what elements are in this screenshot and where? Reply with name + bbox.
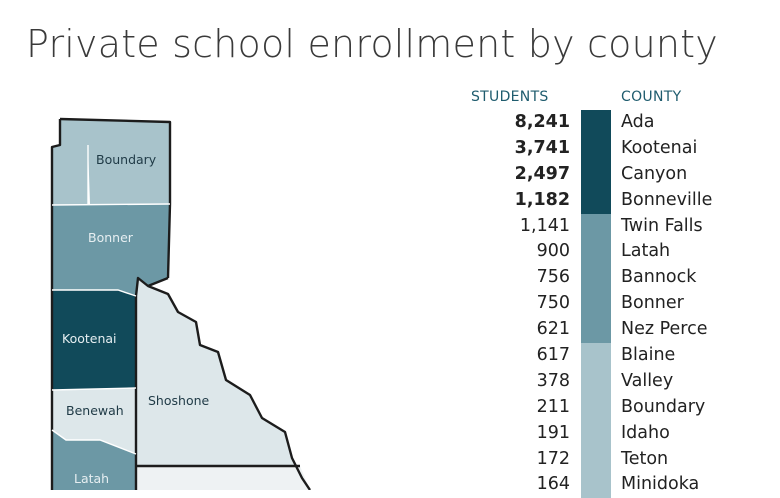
student-count: 191 — [536, 422, 570, 443]
student-count: 756 — [536, 267, 570, 288]
map-label-bonner: Bonner — [88, 230, 134, 245]
county-name: Idaho — [621, 422, 670, 443]
map-county-southern — [136, 466, 310, 490]
table-row: 211 Boundary — [460, 394, 780, 421]
county-name: Bonneville — [621, 189, 713, 210]
map-county-benewah[interactable] — [52, 388, 136, 454]
page-title: Private school enrollment by county — [26, 22, 718, 66]
student-count: 900 — [536, 241, 570, 262]
students-column-header: STUDENTS — [471, 89, 549, 105]
student-count: 621 — [536, 319, 570, 340]
county-name: Valley — [621, 370, 674, 391]
table-row: 378 Valley — [460, 368, 780, 395]
student-count: 1,141 — [519, 215, 570, 236]
county-name: Twin Falls — [621, 215, 703, 236]
county-column-header: COUNTY — [621, 89, 682, 105]
county-name: Teton — [621, 448, 669, 469]
student-count: 617 — [536, 345, 570, 366]
tier-swatch — [581, 135, 611, 162]
student-count: 378 — [536, 370, 570, 391]
map-label-shoshone: Shoshone — [148, 393, 210, 408]
tier-swatch — [581, 343, 611, 369]
county-name: Boundary — [621, 396, 706, 417]
student-count: 750 — [536, 293, 570, 314]
map-label-benewah: Benewah — [66, 403, 124, 418]
table-row: 1,141 Twin Falls — [460, 213, 780, 240]
county-name: Kootenai — [621, 137, 698, 158]
map-label-latah: Latah — [74, 471, 109, 486]
tier-swatch — [581, 213, 611, 240]
enrollment-table: 8,241 Ada 3,741 Kootenai 2,497 Canyon 1,182 Bon… — [460, 110, 780, 498]
county-name: Nez Perce — [621, 319, 708, 340]
tier-swatch — [581, 368, 611, 395]
map-label-boundary: Boundary — [96, 152, 157, 167]
student-count: 172 — [536, 448, 570, 469]
table-row: 3,741 Kootenai — [460, 135, 780, 162]
tier-swatch — [581, 110, 611, 136]
tier-swatch — [581, 239, 611, 266]
map-county-boundary[interactable] — [52, 145, 88, 205]
county-name: Canyon — [621, 163, 688, 184]
table-row: 8,241 Ada — [460, 110, 780, 136]
tier-swatch — [581, 161, 611, 188]
table-row: 164 Minidoka — [460, 472, 780, 498]
tier-swatch — [581, 472, 611, 498]
map-county-latah[interactable] — [52, 430, 136, 490]
table-row: 2,497 Canyon — [460, 161, 780, 188]
county-name: Minidoka — [621, 474, 700, 495]
student-count: 3,741 — [514, 137, 570, 158]
tier-swatch — [581, 187, 611, 214]
tier-swatch — [581, 420, 611, 447]
map-label-kootenai: Kootenai — [62, 331, 117, 346]
table-row: 1,182 Bonneville — [460, 187, 780, 214]
student-count: 211 — [536, 396, 570, 417]
tier-swatch — [581, 394, 611, 421]
table-row: 750 Bonner — [460, 291, 780, 318]
county-name: Blaine — [621, 345, 676, 366]
table-row: 621 Nez Perce — [460, 317, 780, 344]
table-row: 191 Idaho — [460, 420, 780, 447]
map-county-boundary-east[interactable] — [60, 119, 170, 204]
table-row: 756 Bannock — [460, 265, 780, 292]
tier-swatch — [581, 291, 611, 318]
county-name: Ada — [621, 112, 655, 132]
tier-swatch — [581, 317, 611, 344]
county-name: Latah — [621, 241, 671, 262]
map-county-shoshone[interactable] — [136, 278, 302, 478]
tier-swatch — [581, 446, 611, 473]
student-count: 2,497 — [514, 163, 570, 184]
tier-swatch — [581, 265, 611, 292]
table-row: 172 Teton — [460, 446, 780, 473]
table-row: 617 Blaine — [460, 343, 780, 369]
student-count: 8,241 — [514, 112, 570, 132]
map-county-bonner[interactable] — [52, 204, 170, 296]
idaho-county-map: Boundary Bonner Kootenai Benewah Shoshon… — [50, 117, 311, 490]
student-count: 1,182 — [514, 189, 570, 210]
county-name: Bannock — [621, 267, 697, 288]
table-row: 900 Latah — [460, 239, 780, 266]
student-count: 164 — [536, 474, 570, 495]
county-name: Bonner — [621, 293, 684, 314]
map-county-kootenai[interactable] — [52, 290, 136, 390]
